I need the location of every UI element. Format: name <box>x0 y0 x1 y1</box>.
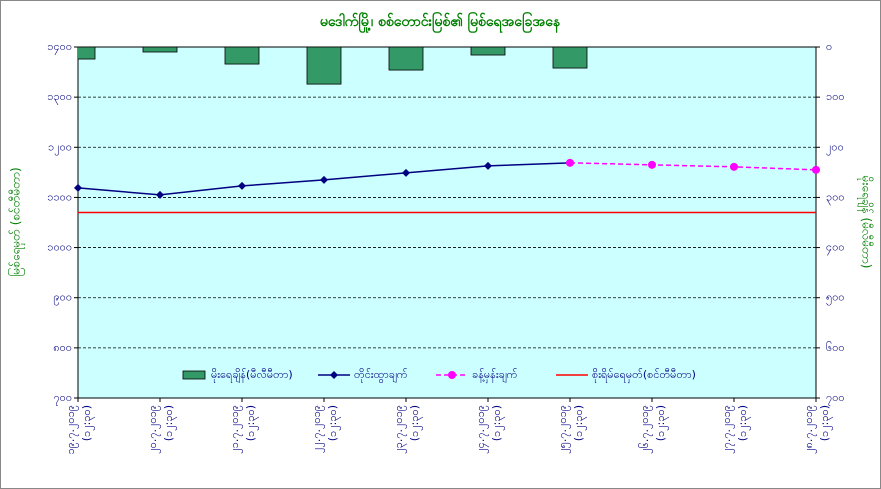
line <box>569 162 816 171</box>
x-tick-label: (၁၂:၃၀) <box>736 405 751 441</box>
x-tick-label: ၁၉.၇.၂၀၁၉ <box>64 405 79 455</box>
x-tick-label: ၂၅.၇.၂၀၁၉ <box>556 405 571 454</box>
y2-tick-label: ၁၀၀ <box>826 90 845 103</box>
y-tick-label: ၁၀၀၀ <box>47 241 72 254</box>
marker <box>484 161 492 170</box>
bar <box>224 47 260 65</box>
x-tick-label: (၁၂:၃၀) <box>326 405 341 441</box>
marker <box>730 162 738 171</box>
y2-tick-label: ၄၀၀ <box>826 241 845 256</box>
y2-tick-label: ၅၀၀ <box>826 291 845 306</box>
x-tick-label: (၁၂:၃၀) <box>80 405 95 441</box>
y2-tick-label: ၀ <box>826 40 832 53</box>
x-tick-label: ၂၂.၇.၂၀၁၉ <box>310 405 325 453</box>
x-tick-label: (၁၂:၃၀) <box>818 405 833 441</box>
bar <box>470 47 506 56</box>
bar <box>552 47 588 69</box>
marker <box>402 168 410 177</box>
legend-label: ခန့်မှန်းချက် <box>472 368 518 383</box>
x-tick-label: (၁၂:၃၀) <box>654 405 669 441</box>
marker <box>812 165 820 174</box>
y-tick-label: ၈၀၀ <box>53 341 72 354</box>
y2-tick-label: ၃၀၀ <box>826 190 845 205</box>
y-tick-label: ၁၁၀၀ <box>47 190 72 203</box>
y-tick-label: ၁၄၀၀ <box>47 40 72 55</box>
x-tick-label: ၂၀.၇.၂၀၁၉ <box>146 405 161 454</box>
y-tick-label: ၁၃၀၀ <box>47 90 72 105</box>
legend-marker <box>448 371 456 379</box>
legend-label: စိုးရိမ်ရေမှတ်(စင်တီမီတာ) <box>592 368 696 383</box>
x-tick-label: (၁၂:၃၀) <box>490 405 505 441</box>
marker <box>156 190 164 199</box>
y-tick-label: ၁၂၀၀ <box>48 140 72 155</box>
y2-tick-label: ၂၀၀ <box>826 140 844 155</box>
chart-title: မဒေါက်မြို့၊ စစ်တောင်းမြစ်၏ မြစ်ရေအခြေအန… <box>320 12 561 33</box>
plot-area <box>77 46 817 399</box>
y2-axis-label: မိုးရေချိန် (မီလီမီတာ) <box>857 176 875 269</box>
legend-label: မိုးရေချိန်(မီလီမီတာ) <box>211 368 293 383</box>
x-tick-label: ၂၆.၇.၂၀၁၉ <box>638 405 653 454</box>
y2-tick-label: ၆၀၀ <box>826 341 845 354</box>
y2-tick-label: ၇၀၀ <box>826 391 845 406</box>
plot-clip <box>78 47 816 214</box>
y-axis-label: မြစ်ရေမှတ် (စင်တီမီတာ) <box>7 167 26 276</box>
marker <box>566 158 574 167</box>
x-tick-label: ၂၁.၇.၂၀၁၉ <box>228 405 243 454</box>
x-tick-label: (၁၂:၃၀) <box>572 405 587 441</box>
legend-swatch <box>182 370 206 380</box>
marker <box>74 183 82 192</box>
x-tick-label: ၂၈.၇.၂၀၁၉ <box>802 405 817 454</box>
legend-marker <box>330 371 338 379</box>
x-tick-label: (၁၂:၃၀) <box>162 405 177 441</box>
x-tick-label: ၂၇.၇.၂၀၁၉ <box>720 405 735 454</box>
bar <box>78 47 96 60</box>
bar <box>142 47 178 53</box>
bar <box>306 47 342 85</box>
x-tick-label: (၁၂:၃၀) <box>244 405 259 441</box>
y-tick-label: ၇၀၀ <box>53 391 72 406</box>
marker <box>320 175 328 184</box>
x-tick-label: ၂၄.၇.၂၀၁၉ <box>474 405 489 454</box>
bar <box>388 47 424 71</box>
x-tick-label: ၂၃.၇.၂၀၁၉ <box>392 405 407 454</box>
x-tick-label: (၁၂:၃၀) <box>408 405 423 441</box>
y-tick-label: ၉၀၀ <box>53 291 72 306</box>
marker <box>648 160 656 169</box>
marker <box>238 181 246 190</box>
legend-label: တိုင်းထွာချက် <box>354 368 408 383</box>
